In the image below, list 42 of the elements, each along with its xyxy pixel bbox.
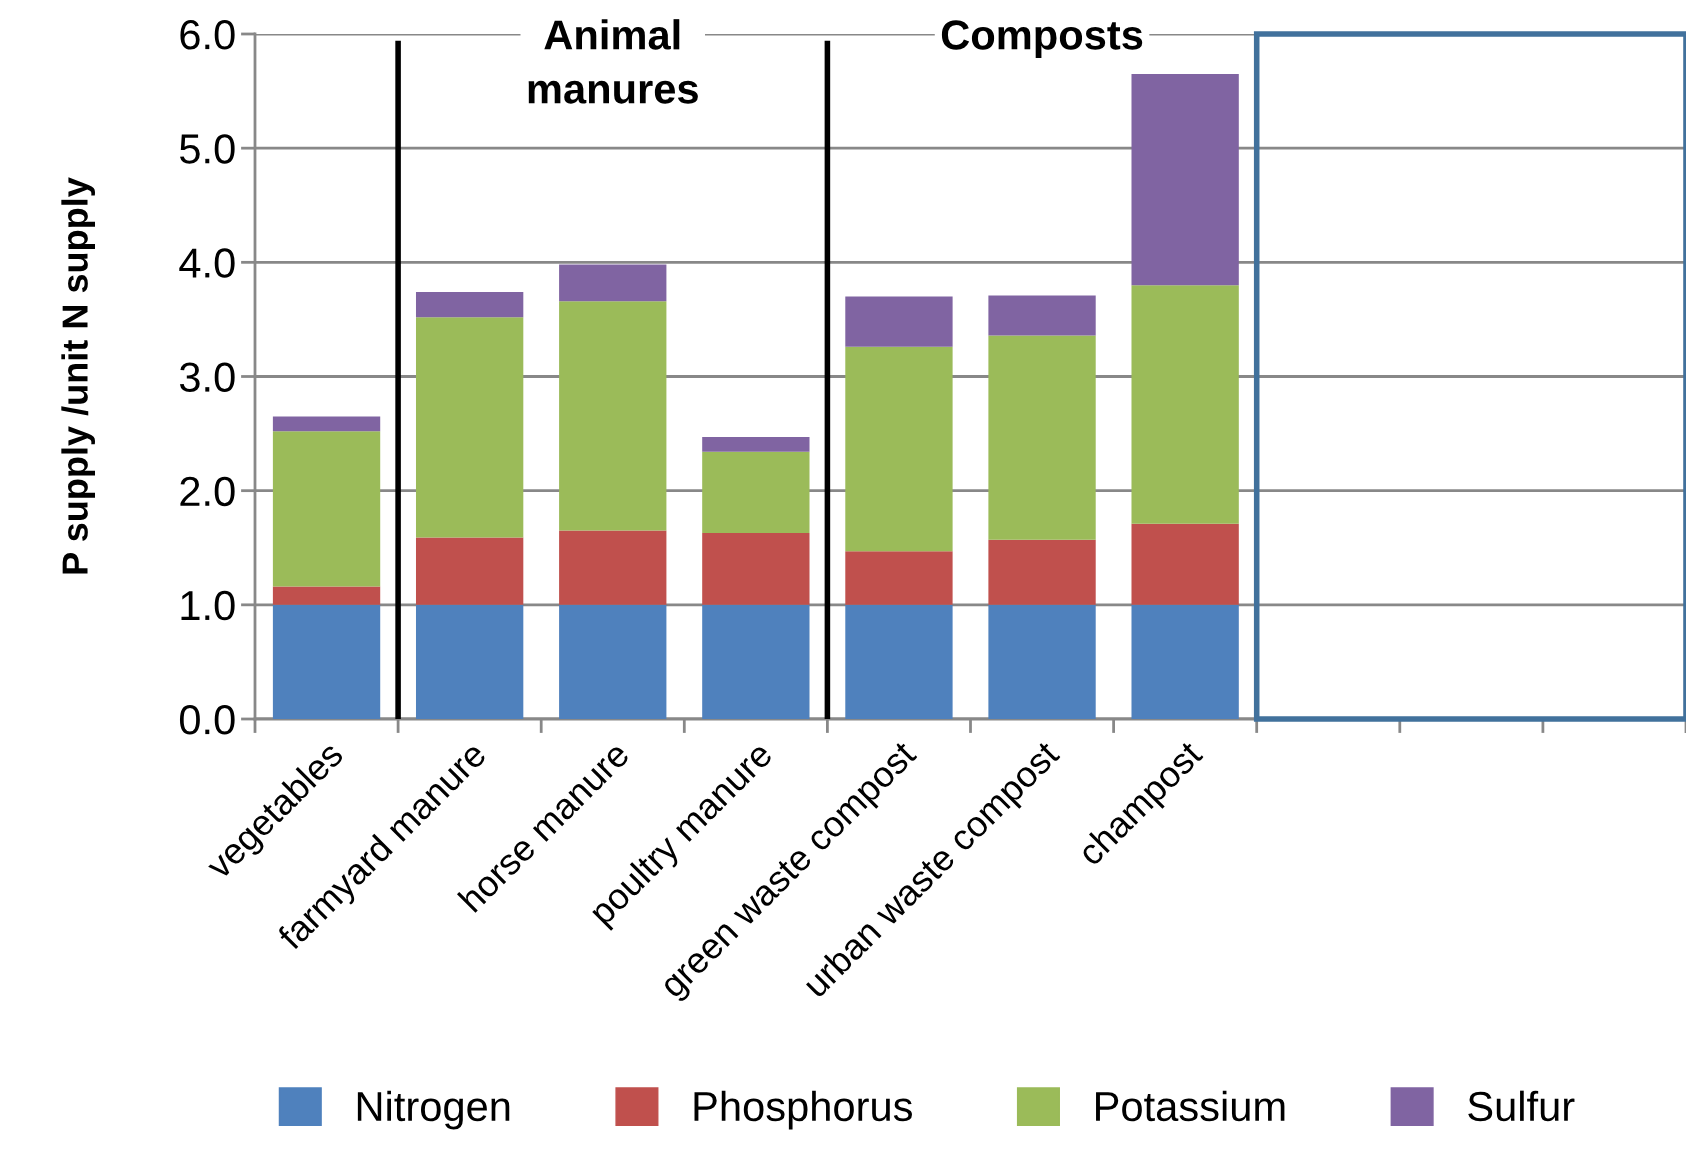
bar (272, 431, 381, 587)
annotation: Animal manures (528, 19, 698, 104)
bar (559, 264, 667, 302)
bar (702, 437, 810, 452)
legend-label: Nitrogen (357, 1090, 510, 1130)
bar (988, 295, 1096, 336)
bar (1131, 604, 1239, 719)
bar (1131, 523, 1239, 605)
bar (702, 532, 810, 605)
bar (702, 451, 810, 533)
y-axis-title: P supply /unit N supply (61, 177, 95, 574)
bar (559, 530, 667, 605)
bar (272, 604, 381, 719)
bar (559, 301, 667, 531)
bar (988, 335, 1096, 540)
y-tick-label: 3.0 (179, 362, 235, 393)
y-tick-label: 0.0 (179, 705, 235, 735)
y-tick-label: 4.0 (179, 248, 235, 278)
y-tick-label: 1.0 (181, 590, 235, 621)
bar (845, 346, 953, 552)
y-tick-label: 6.0 (180, 20, 235, 50)
bar (415, 292, 524, 318)
annotation: Composts (941, 20, 1143, 58)
bar (988, 539, 1096, 605)
legend-label: Potassium (1096, 1090, 1285, 1122)
bar (415, 317, 524, 538)
y-tick-label: 2.0 (180, 476, 235, 507)
bar (272, 586, 381, 605)
bar (845, 296, 953, 347)
bar (559, 604, 667, 719)
bar (702, 604, 810, 719)
legend-label: Sulfur (1468, 1090, 1575, 1122)
y-tick-label: 5.0 (180, 134, 235, 164)
bar (415, 604, 524, 719)
bar (415, 537, 524, 605)
bar (272, 416, 381, 432)
bar (845, 604, 953, 719)
bar (1131, 285, 1239, 524)
bar (845, 551, 953, 605)
bar (988, 604, 1096, 719)
legend-label: Phosphorus (694, 1090, 912, 1130)
bar (1131, 73, 1239, 286)
